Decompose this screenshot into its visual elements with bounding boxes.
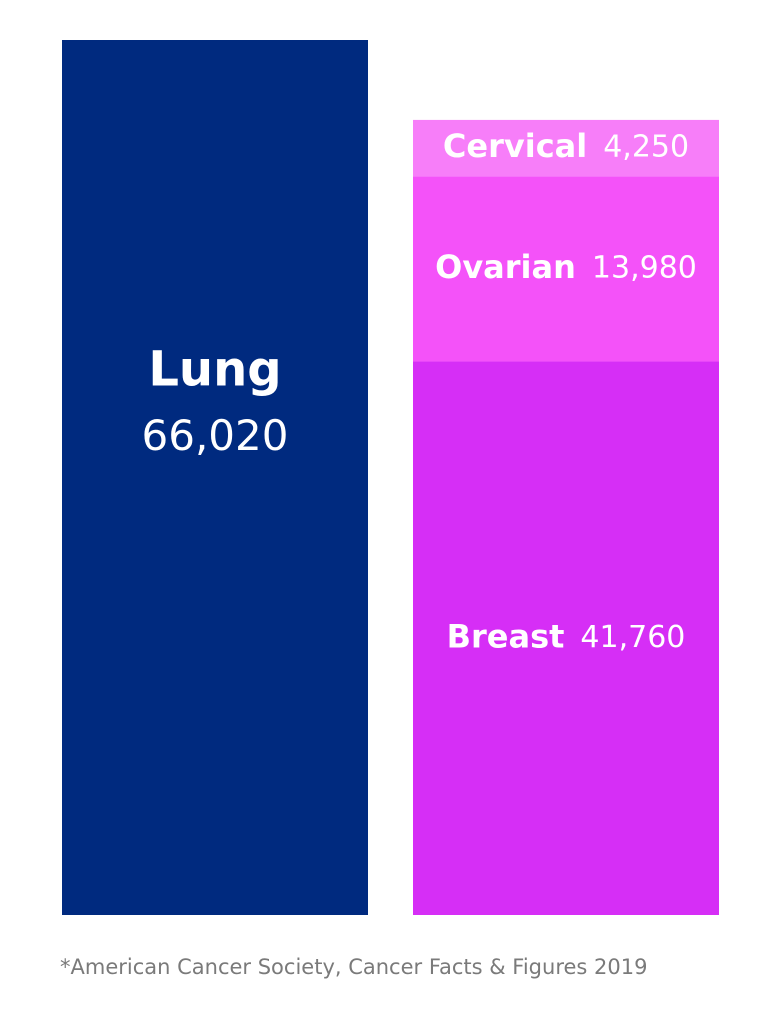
value-label: 41,760: [580, 620, 685, 655]
bar-segment: [62, 40, 368, 915]
segment-name: Lung: [148, 342, 281, 398]
segment-name: Cervical: [443, 127, 587, 165]
bar-segment: [413, 119, 719, 177]
bar-segment: [413, 361, 719, 915]
value-label: 66,020: [142, 411, 289, 460]
segment-name: Ovarian: [435, 248, 576, 286]
footnote: *American Cancer Society, Cancer Facts &…: [60, 955, 647, 979]
segment-name: Breast: [447, 617, 565, 655]
bar-segment: [413, 176, 719, 362]
value-label: 4,250: [603, 130, 689, 165]
value-label: 13,980: [592, 250, 697, 285]
